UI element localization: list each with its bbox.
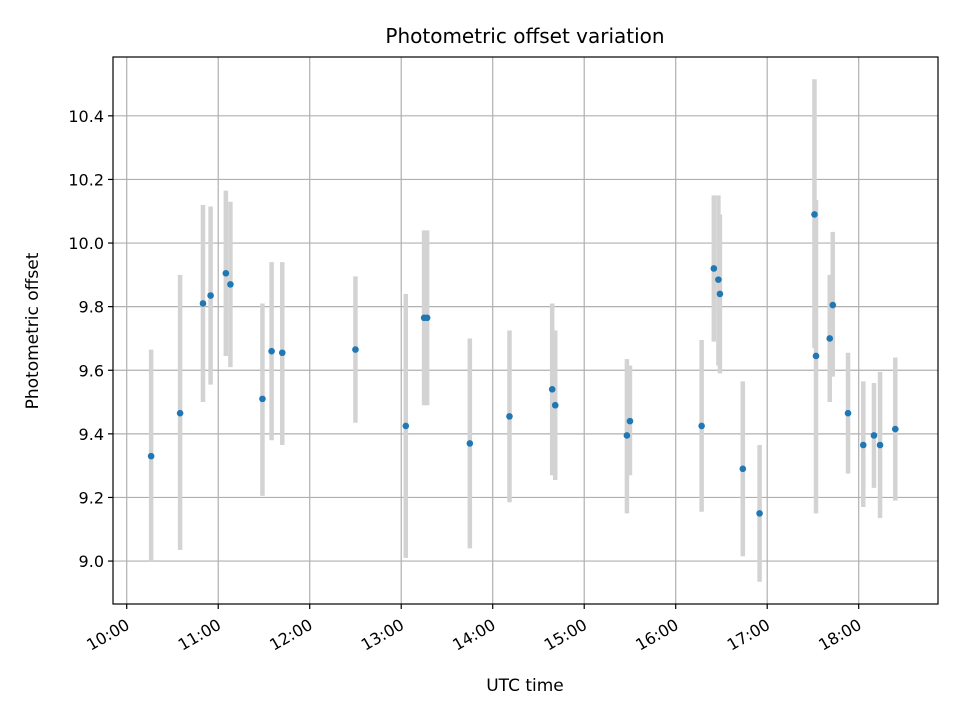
data-point — [222, 269, 230, 277]
data-point — [829, 301, 837, 309]
data-point — [715, 276, 722, 283]
data-point — [710, 265, 718, 272]
data-point — [278, 349, 286, 357]
data-point — [402, 422, 410, 430]
data-point — [548, 386, 556, 393]
data-point — [207, 292, 214, 299]
data-point — [268, 347, 275, 355]
y-tick-label: 9.8 — [79, 298, 104, 317]
data-point — [626, 417, 634, 425]
data-point — [199, 300, 207, 307]
data-point — [892, 425, 899, 433]
y-tick-label: 10.2 — [68, 170, 104, 189]
data-point — [826, 335, 834, 342]
data-point — [756, 510, 763, 517]
data-point — [147, 452, 155, 460]
data-point — [812, 352, 820, 360]
y-axis-label: Photometric offset — [23, 252, 43, 409]
data-point — [811, 211, 818, 218]
data-points — [147, 211, 899, 517]
y-tick-label: 10.4 — [68, 107, 104, 126]
data-point — [716, 290, 724, 298]
data-point — [739, 465, 747, 473]
y-tick-label: 9.4 — [79, 425, 104, 444]
y-axis-ticks: 9.0 9.2 9.4 9.6 9.8 10.0 10.2 10.4 — [68, 107, 113, 571]
y-tick-label: 10.0 — [68, 234, 104, 253]
x-axis-label: UTC time — [486, 676, 564, 696]
data-point — [506, 413, 513, 420]
y-tick-label: 9.0 — [79, 552, 104, 571]
data-point — [466, 440, 474, 447]
data-point — [227, 281, 234, 288]
data-point — [623, 432, 631, 439]
data-point — [259, 395, 266, 403]
data-point — [870, 432, 878, 439]
data-point — [423, 314, 431, 322]
chart-title: Photometric offset variation — [385, 24, 664, 48]
data-point — [176, 409, 184, 417]
y-tick-label: 9.2 — [79, 488, 104, 507]
data-point — [859, 441, 867, 449]
data-point — [698, 422, 705, 430]
plot-frame — [112, 56, 939, 605]
y-tick-label: 9.6 — [79, 361, 104, 380]
data-point — [352, 346, 359, 353]
data-point — [551, 401, 559, 409]
data-point — [844, 409, 852, 417]
grid — [113, 57, 938, 604]
data-point — [876, 441, 884, 449]
